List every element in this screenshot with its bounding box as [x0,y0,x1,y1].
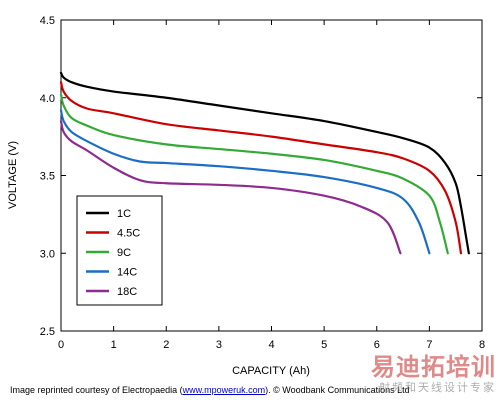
x-tick-label: 0 [58,339,64,351]
image-credit: Image reprinted courtesy of Electropaedi… [10,385,410,395]
x-tick-label: 1 [111,339,117,351]
y-axis-label: VOLTAGE (V) [7,141,19,209]
x-tick-label: 3 [216,339,222,351]
series-line-1 [59,81,463,255]
x-axis-label: CAPACITY (Ah) [232,365,310,377]
legend-label-3: 14C [117,267,137,279]
series-line-3 [59,109,431,255]
legend-label-4: 18C [117,286,137,298]
x-tick-label: 4 [268,339,274,351]
y-axis-ticks: 2.5 3.0 3.5 4.0 4.5 [40,15,482,338]
series-line-4 [59,119,402,255]
x-tick-label: 6 [374,339,380,351]
credit-link[interactable]: www.mpoweruk.com [182,385,266,395]
legend-label-0: 1C [117,208,131,220]
x-axis-ticks: 0 1 2 3 4 5 6 7 8 [58,20,485,351]
y-tick-label: 3.0 [40,248,55,260]
x-tick-label: 8 [479,339,485,351]
legend-label-2: 9C [117,247,131,259]
x-tick-label: 5 [321,339,327,351]
series-line-0 [59,71,470,255]
series-line-2 [59,93,449,255]
credit-suffix: ). © Woodbank Communications Ltd [265,385,410,395]
series-lines [59,71,470,255]
credit-prefix: Image reprinted courtesy of Electropaedi… [10,385,183,395]
x-tick-label: 7 [426,339,432,351]
legend-label-1: 4.5C [117,228,140,240]
y-tick-label: 3.5 [40,171,55,183]
y-tick-label: 4.5 [40,15,55,27]
x-tick-label: 2 [163,339,169,351]
y-tick-label: 4.0 [40,93,55,105]
legend: 1C 4.5C 9C 14C 18C [76,195,163,306]
y-tick-label: 2.5 [40,326,55,338]
